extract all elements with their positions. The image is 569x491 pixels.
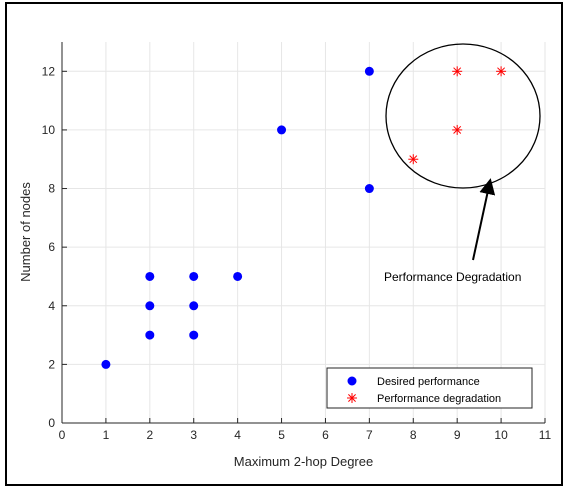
desired-point [145,330,155,340]
x-tick-label: 9 [454,428,461,442]
y-tick-label: 2 [48,357,55,371]
legend-circle-marker [347,376,357,386]
desired-point [189,271,199,281]
desired-point [233,271,243,281]
x-tick-label: 8 [410,428,417,442]
desired-point [145,301,155,311]
y-tick-label: 8 [48,182,55,196]
desired-point [189,301,199,311]
x-tick-label: 6 [322,428,329,442]
degradation-point [408,154,419,165]
degradation-point [496,66,507,77]
x-tick-label: 5 [278,428,285,442]
x-tick-label: 3 [190,428,197,442]
x-tick-label: 4 [234,428,241,442]
degradation-point [452,66,463,77]
legend: Desired performance Performance degradat… [326,367,533,409]
legend-label-desired: Desired performance [377,376,480,388]
y-axis-label: Number of nodes [18,182,33,282]
desired-point [364,184,374,194]
y-tick-labels: 0 2 4 6 8 10 12 [42,64,56,430]
y-tick-label: 12 [42,64,56,78]
annotation-arrow [472,178,496,261]
x-tick-label: 7 [366,428,373,442]
x-tick-label: 11 [539,428,552,442]
desired-point [189,330,199,340]
axes [61,42,546,424]
y-tick-label: 6 [48,240,55,254]
x-tick-label: 0 [59,428,66,442]
x-tick-label: 10 [494,428,508,442]
desired-point [277,125,287,135]
y-tick-label: 10 [42,123,56,137]
x-tick-label: 2 [146,428,153,442]
legend-marker-degradation [347,393,357,403]
degradation-point [452,124,463,135]
desired-point [364,66,374,76]
legend-asterisk-marker [347,393,357,403]
plot-area [62,42,545,423]
y-tick-label: 0 [48,416,55,430]
legend-label-degradation: Performance degradation [377,393,501,405]
annotation-ellipse [385,43,541,189]
x-axis-label: Maximum 2-hop Degree [234,454,373,469]
legend-box [326,367,533,409]
desired-point [101,359,111,369]
desired-point [145,271,155,281]
x-tick-labels: 0 1 2 3 4 5 6 7 8 9 10 11 [59,428,552,442]
x-tick-label: 1 [103,428,110,442]
legend-marker-desired [347,376,357,386]
data-points [101,66,507,369]
annotation-label: Performance Degradation [384,270,521,284]
y-tick-label: 4 [48,299,55,313]
